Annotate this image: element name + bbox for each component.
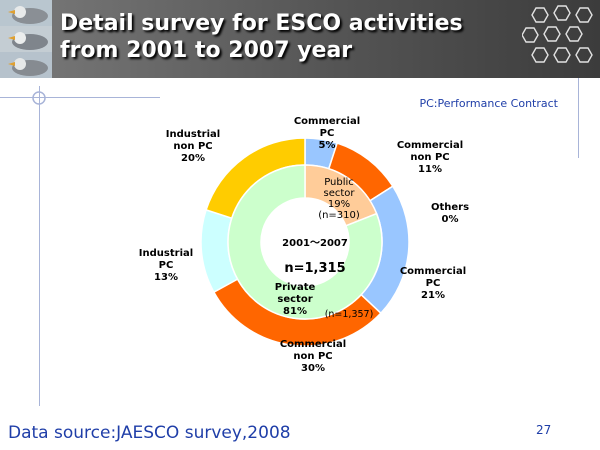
outer-ring-label-0-line: Commercial — [294, 116, 360, 127]
bird-photo-3 — [0, 52, 52, 78]
outer-ring-label-6: Industrial non PC 20% — [166, 129, 220, 164]
inner-ring-label-0-line: 19% — [328, 199, 350, 210]
outer-ring-label-4: Commercial non PC 30% — [280, 339, 346, 374]
inner-ring-label-0-line: Public — [324, 177, 354, 188]
outer-ring-label-4-line: Commercial — [280, 339, 346, 350]
title-line-1: Detail survey for ESCO activities — [60, 11, 463, 36]
inner-ring-label-0-line: sector — [323, 188, 355, 199]
outer-ring-label-1-line: non PC — [410, 152, 449, 163]
outer-ring-label-2-line: Others — [431, 202, 469, 213]
donut-hole — [261, 198, 349, 286]
inner-ring-label-1: Private sector 81% — [275, 282, 316, 317]
outer-ring-label-4-line: non PC — [293, 351, 332, 362]
outer-ring-label-3: Commercial PC 21% — [400, 266, 466, 301]
title-line-2: from 2001 to 2007 year — [60, 38, 353, 63]
outer-ring-label-1-line: Commercial — [397, 140, 463, 151]
inner-ring-label-0: Public sector 19% (n=310) — [318, 177, 360, 221]
outer-ring-label-6-line: 20% — [181, 153, 205, 164]
decor-circle — [32, 91, 46, 105]
decor-line-horizontal — [0, 97, 160, 98]
inner-ring-label-1-line: sector — [277, 294, 312, 305]
outer-ring-label-0-line: PC — [320, 128, 335, 139]
outer-ring-label-0-line: 5% — [319, 140, 336, 151]
inner-ring-label-1-line: 81% — [283, 306, 307, 317]
outer-ring-label-5-line: 13% — [154, 272, 178, 283]
outer-ring-label-4-line: 30% — [301, 363, 325, 374]
outer-ring-label-2-line: 0% — [442, 214, 459, 225]
outer-ring-label-0: Commercial PC 5% — [294, 116, 360, 151]
data-source: Data source:JAESCO survey,2008 — [8, 423, 291, 443]
inner-ring-note: (n=1,357) — [325, 309, 374, 320]
outer-ring-label-3-line: 21% — [421, 290, 445, 301]
outer-ring-label-3-line: PC — [426, 278, 441, 289]
outer-ring-label-6-line: Industrial — [166, 129, 220, 140]
outer-ring-label-3-line: Commercial — [400, 266, 466, 277]
hexagon-pattern-icon — [522, 5, 593, 63]
bird-photo-1 — [0, 0, 52, 26]
outer-ring-label-1-line: 11% — [418, 164, 442, 175]
outer-ring-label-5-line: Industrial — [139, 248, 193, 259]
center-label-period: 2001～2007 — [282, 238, 348, 249]
center-label-total: n=1,315 — [284, 261, 345, 276]
decor-line-vertical-left — [39, 86, 40, 406]
bird-photo-2 — [0, 26, 52, 52]
subtitle: PC:Performance Contract — [419, 97, 558, 110]
slide-title: Detail survey for ESCO activities from 2… — [60, 10, 500, 64]
inner-ring-label-1-line: Private — [275, 282, 316, 293]
page-number: 27 — [536, 423, 552, 437]
inner-ring-label-0-line: (n=310) — [318, 210, 360, 221]
outer-ring-label-6-line: non PC — [173, 141, 212, 152]
decor-line-vertical-right — [578, 78, 579, 158]
outer-ring-label-2: Others 0% — [431, 202, 469, 225]
title-bar — [0, 0, 600, 78]
outer-ring-label-1: Commercial non PC 11% — [397, 140, 463, 175]
outer-ring-label-5-line: PC — [159, 260, 174, 271]
outer-ring-label-5: Industrial PC 13% — [139, 248, 193, 283]
